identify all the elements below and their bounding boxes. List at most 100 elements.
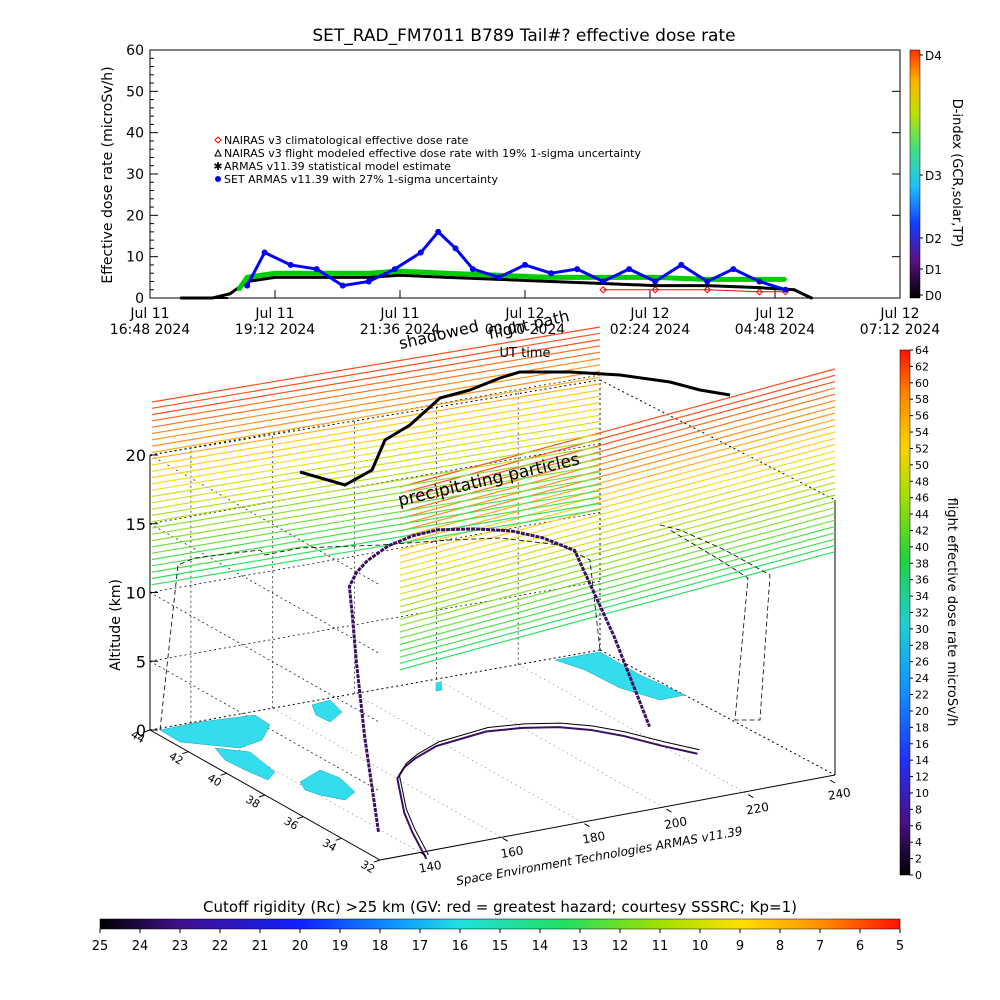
- dose-bar-tick-label: 14: [915, 754, 929, 767]
- dose-bar-tick-label: 8: [915, 803, 922, 816]
- grid-line: [518, 664, 749, 795]
- lon-tick: [666, 808, 672, 813]
- cutoff-tick-label: 5: [896, 939, 904, 954]
- precip-layer-line: [151, 427, 601, 504]
- precip-layer-line: [399, 532, 836, 652]
- dose-point: [228, 292, 232, 296]
- precip-layer-line: [399, 456, 836, 576]
- precip-layer-line: [151, 439, 601, 516]
- grid-line: [149, 592, 381, 723]
- dose-point: [653, 284, 657, 288]
- cutoff-tick-label: 25: [92, 939, 109, 954]
- legend-marker-triangle: [214, 148, 222, 157]
- altitude-ticks: 0 5 10 15 20: [126, 446, 158, 740]
- lat-tick-label: 36: [282, 815, 301, 833]
- dose-legend: NAIRAS v3 climatological effective dose …: [213, 134, 641, 186]
- dose-bar-tick-label: 40: [915, 541, 929, 554]
- dose-bar-tick-label: 32: [915, 607, 929, 620]
- precip-layer-line: [399, 425, 836, 545]
- dose-y-axis-label: Effective dose rate (microSv/h): [100, 66, 116, 283]
- cutoff-tick-label: 11: [652, 939, 669, 954]
- precip-layer-line: [151, 502, 601, 579]
- dose-bar-tick-label: 52: [915, 442, 929, 455]
- dose-rate-chart: SET_RAD_FM7011 B789 Tail#? effective dos…: [100, 26, 964, 338]
- dose-point: [417, 249, 424, 256]
- dose-x-tick-time: 19:12 2024: [235, 322, 316, 338]
- dose-bar-tick-label: 50: [915, 459, 929, 472]
- dose-bar-tick-label: 34: [915, 590, 929, 603]
- lat-tick: [220, 772, 227, 776]
- dose-x-tick-date: Jul 11: [129, 306, 169, 322]
- lat-tick: [143, 729, 151, 733]
- dose-point: [315, 271, 319, 275]
- landmass-east: [554, 651, 686, 701]
- dose-colorbar-ticks: 0246810121416182022242628303234363840424…: [910, 344, 929, 882]
- dose-point: [809, 296, 813, 300]
- grid-line: [149, 660, 381, 792]
- dose-point: [755, 288, 764, 296]
- dose-point: [495, 274, 502, 281]
- dose-colorbar-title: flight effective dose rate microSv/h: [944, 498, 959, 727]
- precip-layer-line: [151, 408, 601, 485]
- lat-tick: [182, 751, 189, 755]
- dose-bar-tick-label: 60: [915, 377, 929, 390]
- dose-bar-tick-label: 56: [915, 410, 929, 423]
- precip-layer-line: [151, 351, 601, 428]
- dindex-label: D0: [925, 289, 942, 303]
- chart-title: SET_RAD_FM7011 B789 Tail#? effective dos…: [312, 26, 735, 46]
- precip-layer-line: [151, 414, 601, 491]
- dose-bar-tick-label: 20: [915, 705, 929, 718]
- dose-bar-tick-label: 48: [915, 475, 929, 488]
- dose-x-tick-time: 00:00 2024: [485, 322, 566, 338]
- lon-tick: [584, 823, 590, 828]
- precip-layer-line: [399, 412, 836, 532]
- precip-layer-line: [151, 357, 601, 435]
- lon-tick-label: 140: [418, 858, 443, 876]
- lat-tick: [335, 837, 342, 841]
- dose-point: [452, 245, 459, 252]
- legend-marker-star: ✱: [213, 160, 222, 173]
- dose-point: [652, 278, 659, 285]
- precip-layer-line: [399, 387, 836, 507]
- flight-path-3d: [347, 527, 651, 833]
- cutoff-tick-label: 9: [736, 939, 744, 954]
- land-masses: [159, 651, 686, 801]
- dose-x-tick-time: 21:36 2024: [360, 322, 441, 338]
- altitude-axis-label: Altitude (km): [108, 579, 124, 671]
- precip-layer-line: [151, 490, 601, 567]
- precip-layer-line: [399, 444, 836, 564]
- dose-y-tick-label: 10: [126, 250, 144, 266]
- dose-x-tick-time: 04:48 2024: [735, 322, 816, 338]
- precip-layer-line: [151, 496, 601, 573]
- precip-layer-line: [151, 395, 601, 472]
- lat-tick: [373, 859, 381, 863]
- dose-point: [522, 261, 528, 268]
- cutoff-tick-label: 10: [692, 939, 709, 954]
- lat-tick: [258, 794, 266, 798]
- dose-point: [315, 275, 319, 279]
- dose-point: [730, 266, 737, 273]
- lat-tick-label: 42: [167, 750, 186, 768]
- precip-layer-line: [399, 469, 836, 589]
- cutoff-tick-label: 8: [776, 939, 784, 954]
- dose-bar-tick-label: 12: [915, 771, 929, 784]
- dose-point: [273, 275, 277, 279]
- precip-layer-line: [151, 483, 601, 561]
- dose-point: [574, 266, 581, 273]
- cutoff-tick-label: 15: [492, 939, 509, 954]
- alt-tick-label: 10: [126, 584, 146, 603]
- dose-bar-tick-label: 64: [915, 344, 929, 357]
- dose-point: [287, 261, 294, 268]
- dose-point: [365, 278, 372, 285]
- lon-tick-label: 180: [581, 829, 606, 847]
- precip-layer-line: [399, 381, 836, 501]
- dose-series-line: [236, 268, 786, 292]
- dose-x-tick-date: Jul 12: [629, 306, 669, 322]
- dose-x-tick-time: 16:48 2024: [110, 322, 191, 338]
- dose-point: [179, 296, 183, 300]
- cutoff-tick-label: 12: [612, 939, 629, 954]
- lon-tick-label: 200: [663, 814, 688, 832]
- cutoff-tick-label: 23: [172, 939, 189, 954]
- precip-layer-line: [399, 525, 836, 646]
- dose-x-tick-date: Jul 12: [754, 306, 794, 322]
